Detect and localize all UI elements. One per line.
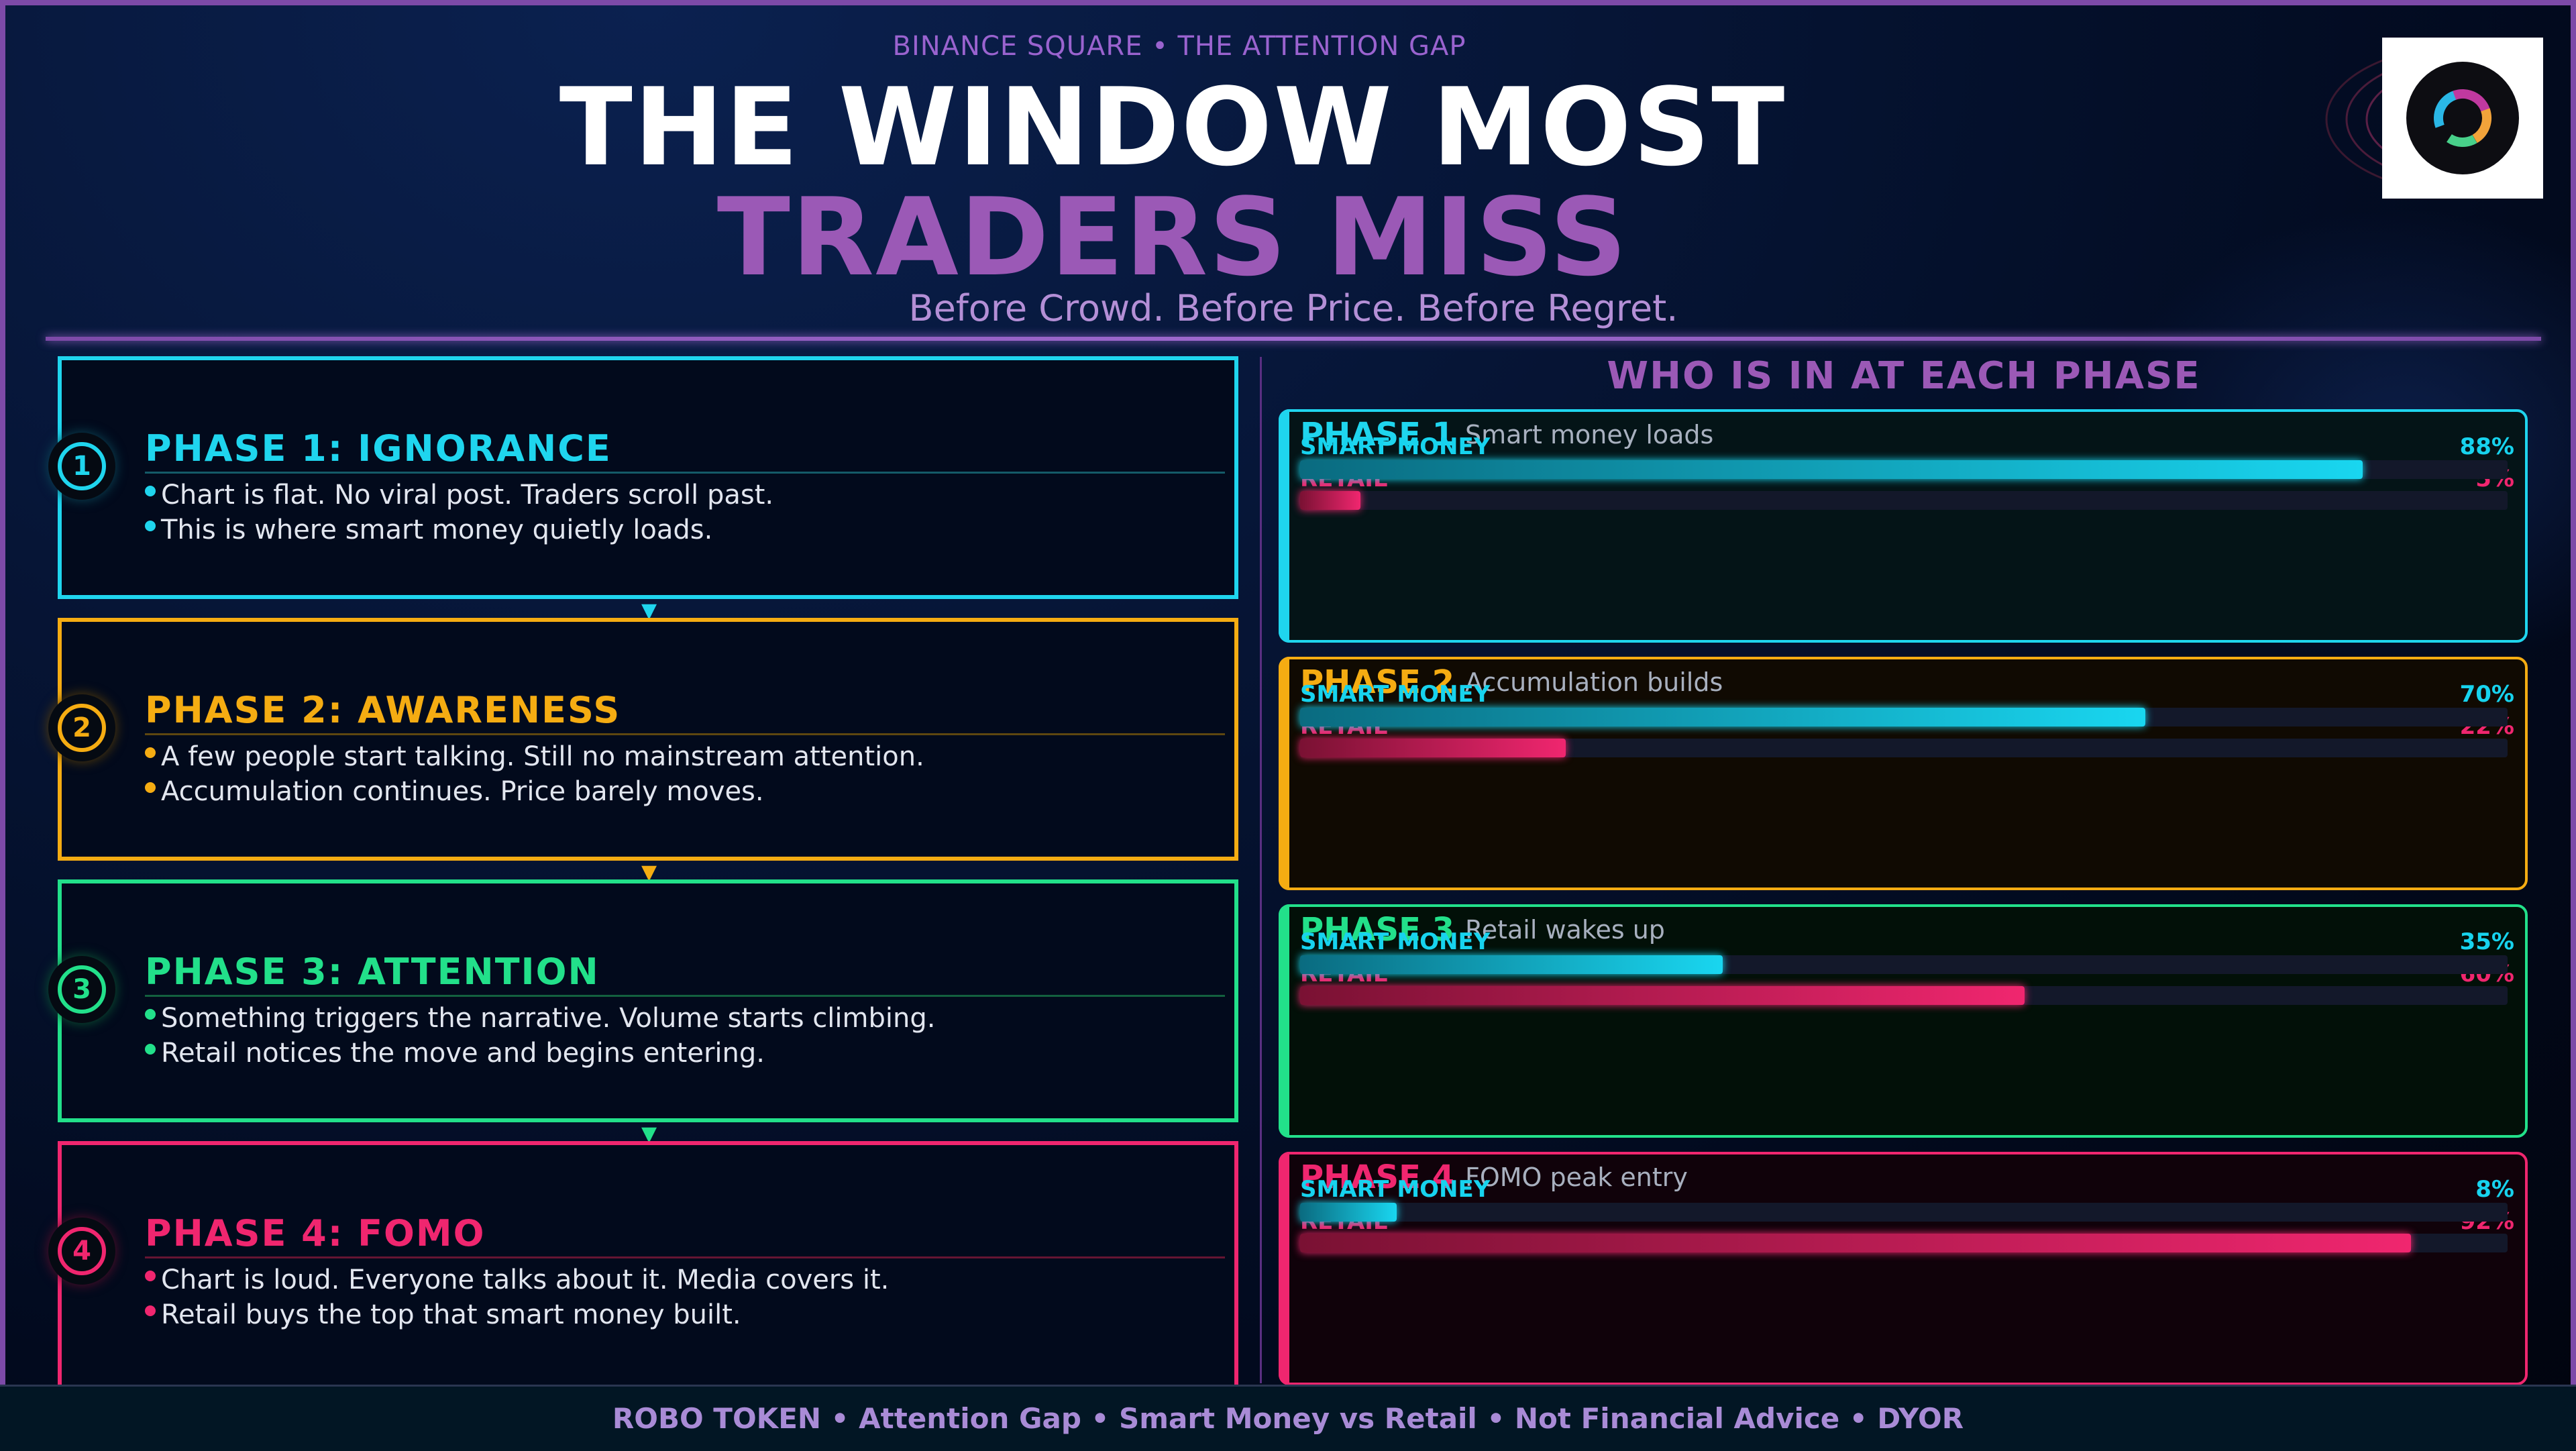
ring-logo-icon [2433,89,2491,148]
logo [2382,38,2543,199]
retail-bar [1300,739,1566,757]
title-line-2: TRADERS MISS [716,174,1629,300]
bar-card-1: PHASE 1 Smart money loads SMART MONEY RE… [1279,409,2528,643]
phase-title: PHASE 4: FOMO [145,1212,486,1254]
smart-money-bar [1300,708,2145,727]
bar-card-desc: FOMO peak entry [1465,1163,1688,1192]
card-accent-stripe [1279,904,1289,1138]
bar-card-phase: PHASE 1 [1300,416,1454,453]
phase-card-1: 1 PHASE 1: IGNORANCE Chart is flat. No v… [48,356,1238,599]
bar-card-desc: Smart money loads [1465,420,1714,449]
smart-money-bar [1300,955,1723,974]
panel-separator [1260,357,1262,1383]
smart-money-pct: 8% [2475,1176,2514,1203]
smart-money-bar [1300,460,2363,479]
smart-money-pct: 70% [2459,681,2514,708]
card-accent-stripe [1279,657,1289,890]
smart-money-track [1300,708,2508,727]
down-arrow-icon: ▼ [641,599,657,623]
phase-title: PHASE 1: IGNORANCE [145,427,612,470]
smart-money-track [1300,955,2508,974]
bar-card-phase: PHASE 3 [1300,911,1454,949]
smart-money-track [1300,1203,2508,1222]
phase-bullet: Retail notices the move and begins enter… [145,1038,765,1069]
title-line-1: THE WINDOW MOST [559,64,1786,190]
smart-money-bar [1300,1203,1397,1222]
phase-number-badge: 4 [48,1218,115,1285]
phase-card-2: 2 PHASE 2: AWARENESS A few people start … [48,618,1238,861]
bullet-dot-icon [145,1305,156,1316]
smart-money-pct: 35% [2459,928,2514,955]
smart-money-pct: 88% [2459,433,2514,460]
phase-title-underline [145,995,1225,997]
down-arrow-icon: ▼ [641,1122,657,1146]
phase-bullet: Chart is flat. No viral post. Traders sc… [145,480,773,510]
phase-number: 1 [58,442,106,490]
phase-card-3: 3 PHASE 3: ATTENTION Something triggers … [48,879,1238,1122]
phase-number: 3 [58,965,106,1014]
phase-bullet: Chart is loud. Everyone talks about it. … [145,1265,889,1295]
card-accent-stripe [1279,1152,1289,1385]
phase-bullet: This is where smart money quietly loads. [145,515,712,545]
smart-money-label: SMART MONEY [1300,681,1491,708]
down-arrow-icon: ▼ [641,861,657,884]
retail-bar [1300,1234,2411,1252]
phase-title-underline [145,1256,1225,1258]
bar-card-phase: PHASE 2 [1300,663,1454,701]
phase-number-badge: 3 [48,956,115,1023]
phase-number-badge: 1 [48,433,115,500]
phase-number: 4 [58,1227,106,1275]
bullet-dot-icon [145,1044,156,1055]
logo-badge [2406,62,2519,174]
retail-track [1300,986,2508,1005]
retail-track [1300,1234,2508,1252]
bullet-dot-icon [145,521,156,531]
retail-bar [1300,986,2025,1005]
smart-money-label: SMART MONEY [1300,928,1491,955]
bar-card-4: PHASE 4 FOMO peak entry SMART MONEY RETA… [1279,1152,2528,1385]
right-panel-title: WHO IS IN AT EACH PHASE [1607,354,2201,398]
bar-card-3: PHASE 3 Retail wakes up SMART MONEY RETA… [1279,904,2528,1138]
bullet-dot-icon [145,782,156,793]
phase-bullet: Retail buys the top that smart money bui… [145,1299,741,1330]
phase-number-badge: 2 [48,694,115,761]
bar-card-phase: PHASE 4 [1300,1159,1454,1196]
footer-bar: ROBO TOKEN • Attention Gap • Smart Money… [0,1385,2576,1451]
phase-title-underline [145,733,1225,735]
header-divider [46,337,2541,341]
bullet-dot-icon [145,486,156,496]
phase-number: 2 [58,704,106,752]
phase-card-4: 4 PHASE 4: FOMO Chart is loud. Everyone … [48,1141,1238,1396]
bullet-dot-icon [145,1271,156,1281]
smart-money-label: SMART MONEY [1300,1176,1491,1203]
smart-money-track [1300,460,2508,479]
phase-title-underline [145,472,1225,474]
subtitle: Before Crowd. Before Price. Before Regre… [908,287,1678,329]
bullet-dot-icon [145,1009,156,1020]
bar-card-desc: Retail wakes up [1465,915,1665,945]
bar-card-desc: Accumulation builds [1465,667,1723,697]
card-accent-stripe [1279,409,1289,643]
phase-title: PHASE 2: AWARENESS [145,689,621,731]
phase-title: PHASE 3: ATTENTION [145,951,600,993]
bar-card-2: PHASE 2 Accumulation builds SMART MONEY … [1279,657,2528,890]
phase-bullet: Accumulation continues. Price barely mov… [145,776,764,807]
smart-money-label: SMART MONEY [1300,433,1491,460]
top-label: BINANCE SQUARE • THE ATTENTION GAP [892,31,1466,62]
bullet-dot-icon [145,747,156,758]
phase-bullet: Something triggers the narrative. Volume… [145,1003,935,1034]
retail-track [1300,739,2508,757]
phase-bullet: A few people start talking. Still no mai… [145,741,924,772]
retail-track [1300,491,2508,510]
retail-bar [1300,491,1360,510]
